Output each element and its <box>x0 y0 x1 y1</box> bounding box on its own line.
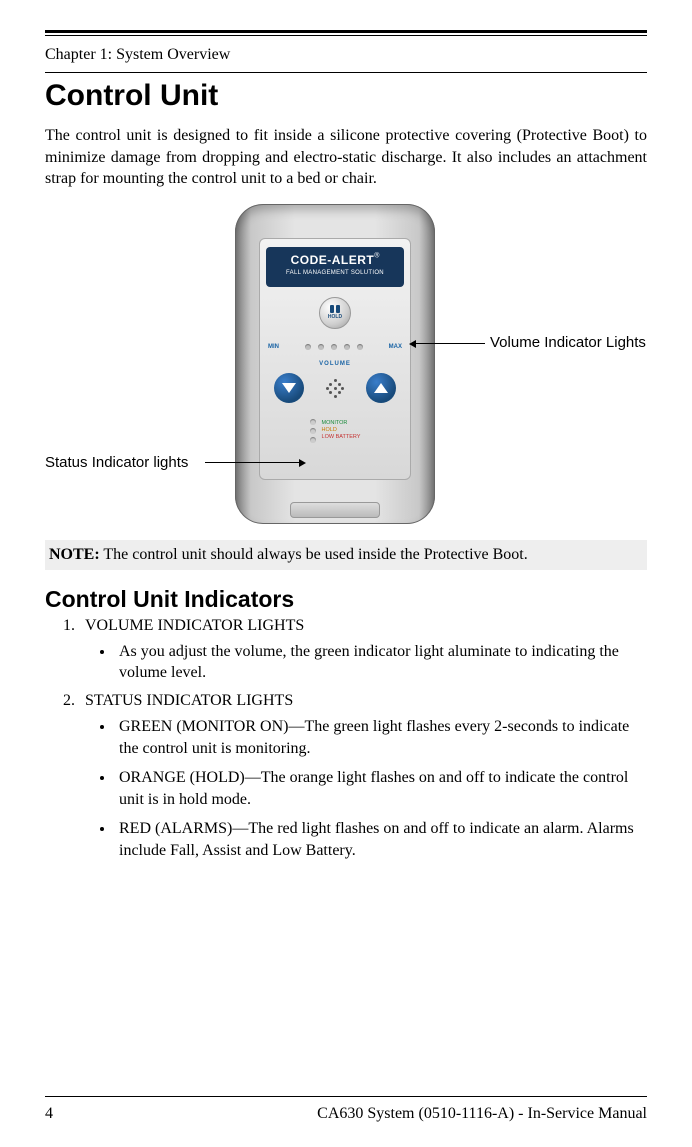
min-label: MIN <box>268 344 279 350</box>
note-label: NOTE: <box>49 546 100 563</box>
list-item-2-title: STATUS INDICATOR LIGHTS <box>85 692 293 709</box>
speaker-icon <box>326 379 344 397</box>
volume-up-button <box>366 373 396 403</box>
triangle-up-icon <box>374 383 388 393</box>
list-item-1-bullets: As you adjust the volume, the green indi… <box>85 641 647 684</box>
monitor-label: MONITOR <box>322 420 361 427</box>
brand-name: CODE-ALERT <box>291 253 375 267</box>
list-item-1-title: VOLUME INDICATOR LIGHTS <box>85 617 304 634</box>
top-rule-thick <box>45 30 647 33</box>
list-item-2: STATUS INDICATOR LIGHTS GREEN (MONITOR O… <box>79 692 647 862</box>
chapter-label: Chapter 1: System Overview <box>45 46 647 64</box>
device-bottom-tab <box>290 502 380 518</box>
bullet-1-1: As you adjust the volume, the green indi… <box>115 641 647 684</box>
doc-title: CA630 System (0510-1116-A) - In-Service … <box>317 1105 647 1123</box>
intro-paragraph: The control unit is designed to fit insi… <box>45 125 647 190</box>
indicators-list: VOLUME INDICATOR LIGHTS As you adjust th… <box>45 617 647 862</box>
note-text: The control unit should always be used i… <box>100 546 528 563</box>
note-box: NOTE: The control unit should always be … <box>45 540 647 570</box>
footer-rule <box>45 1096 647 1097</box>
hold-button: HOLD <box>319 297 351 329</box>
device-figure: CODE-ALERT® FALL MANAGEMENT SOLUTION HOL… <box>45 204 647 534</box>
volume-indicator-lights <box>305 344 363 350</box>
volume-down-button <box>274 373 304 403</box>
device-face: CODE-ALERT® FALL MANAGEMENT SOLUTION HOL… <box>259 238 411 480</box>
max-label: MAX <box>389 344 402 350</box>
volume-callout-arrow <box>415 343 485 345</box>
volume-buttons <box>260 373 410 403</box>
bullet-2-3: RED (ALARMS)—The red light flashes on an… <box>115 818 647 861</box>
volume-indicator-row: MIN MAX <box>268 344 402 350</box>
hold-status-label: HOLD <box>322 427 361 434</box>
page-number: 4 <box>45 1105 53 1123</box>
brand-subtitle: FALL MANAGEMENT SOLUTION <box>266 270 404 276</box>
sub-heading: Control Unit Indicators <box>45 586 647 613</box>
volume-callout: Volume Indicator Lights <box>490 334 646 351</box>
brand-bar: CODE-ALERT® FALL MANAGEMENT SOLUTION <box>266 247 404 287</box>
low-battery-label: LOW BATTERY <box>322 434 361 441</box>
hold-label: HOLD <box>328 314 342 320</box>
control-unit-device: CODE-ALERT® FALL MANAGEMENT SOLUTION HOL… <box>235 204 435 524</box>
main-heading: Control Unit <box>45 79 647 113</box>
footer: 4 CA630 System (0510-1116-A) - In-Servic… <box>45 1096 647 1123</box>
status-labels: MONITOR HOLD LOW BATTERY <box>322 420 361 441</box>
chapter-rule <box>45 72 647 73</box>
list-item-1: VOLUME INDICATOR LIGHTS As you adjust th… <box>79 617 647 684</box>
status-callout: Status Indicator lights <box>45 454 188 471</box>
status-indicator-block: MONITOR HOLD LOW BATTERY <box>290 419 380 443</box>
list-item-2-bullets: GREEN (MONITOR ON)—The green light flash… <box>85 716 647 862</box>
top-rule-thin <box>45 35 647 36</box>
status-callout-arrow <box>205 462 300 464</box>
pause-icon <box>330 305 340 313</box>
volume-label: VOLUME <box>260 361 410 367</box>
triangle-down-icon <box>282 383 296 393</box>
status-indicator-lights <box>310 419 316 443</box>
bullet-2-2: ORANGE (HOLD)—The orange light flashes o… <box>115 767 647 810</box>
bullet-2-1: GREEN (MONITOR ON)—The green light flash… <box>115 716 647 759</box>
